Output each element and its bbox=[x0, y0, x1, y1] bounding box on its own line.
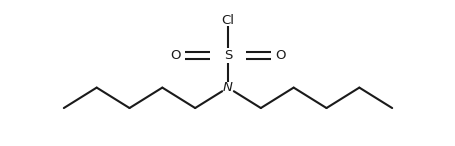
Text: Cl: Cl bbox=[221, 14, 234, 27]
Text: N: N bbox=[222, 81, 233, 94]
Text: S: S bbox=[223, 49, 232, 62]
Text: O: O bbox=[170, 49, 181, 62]
Text: O: O bbox=[274, 49, 285, 62]
